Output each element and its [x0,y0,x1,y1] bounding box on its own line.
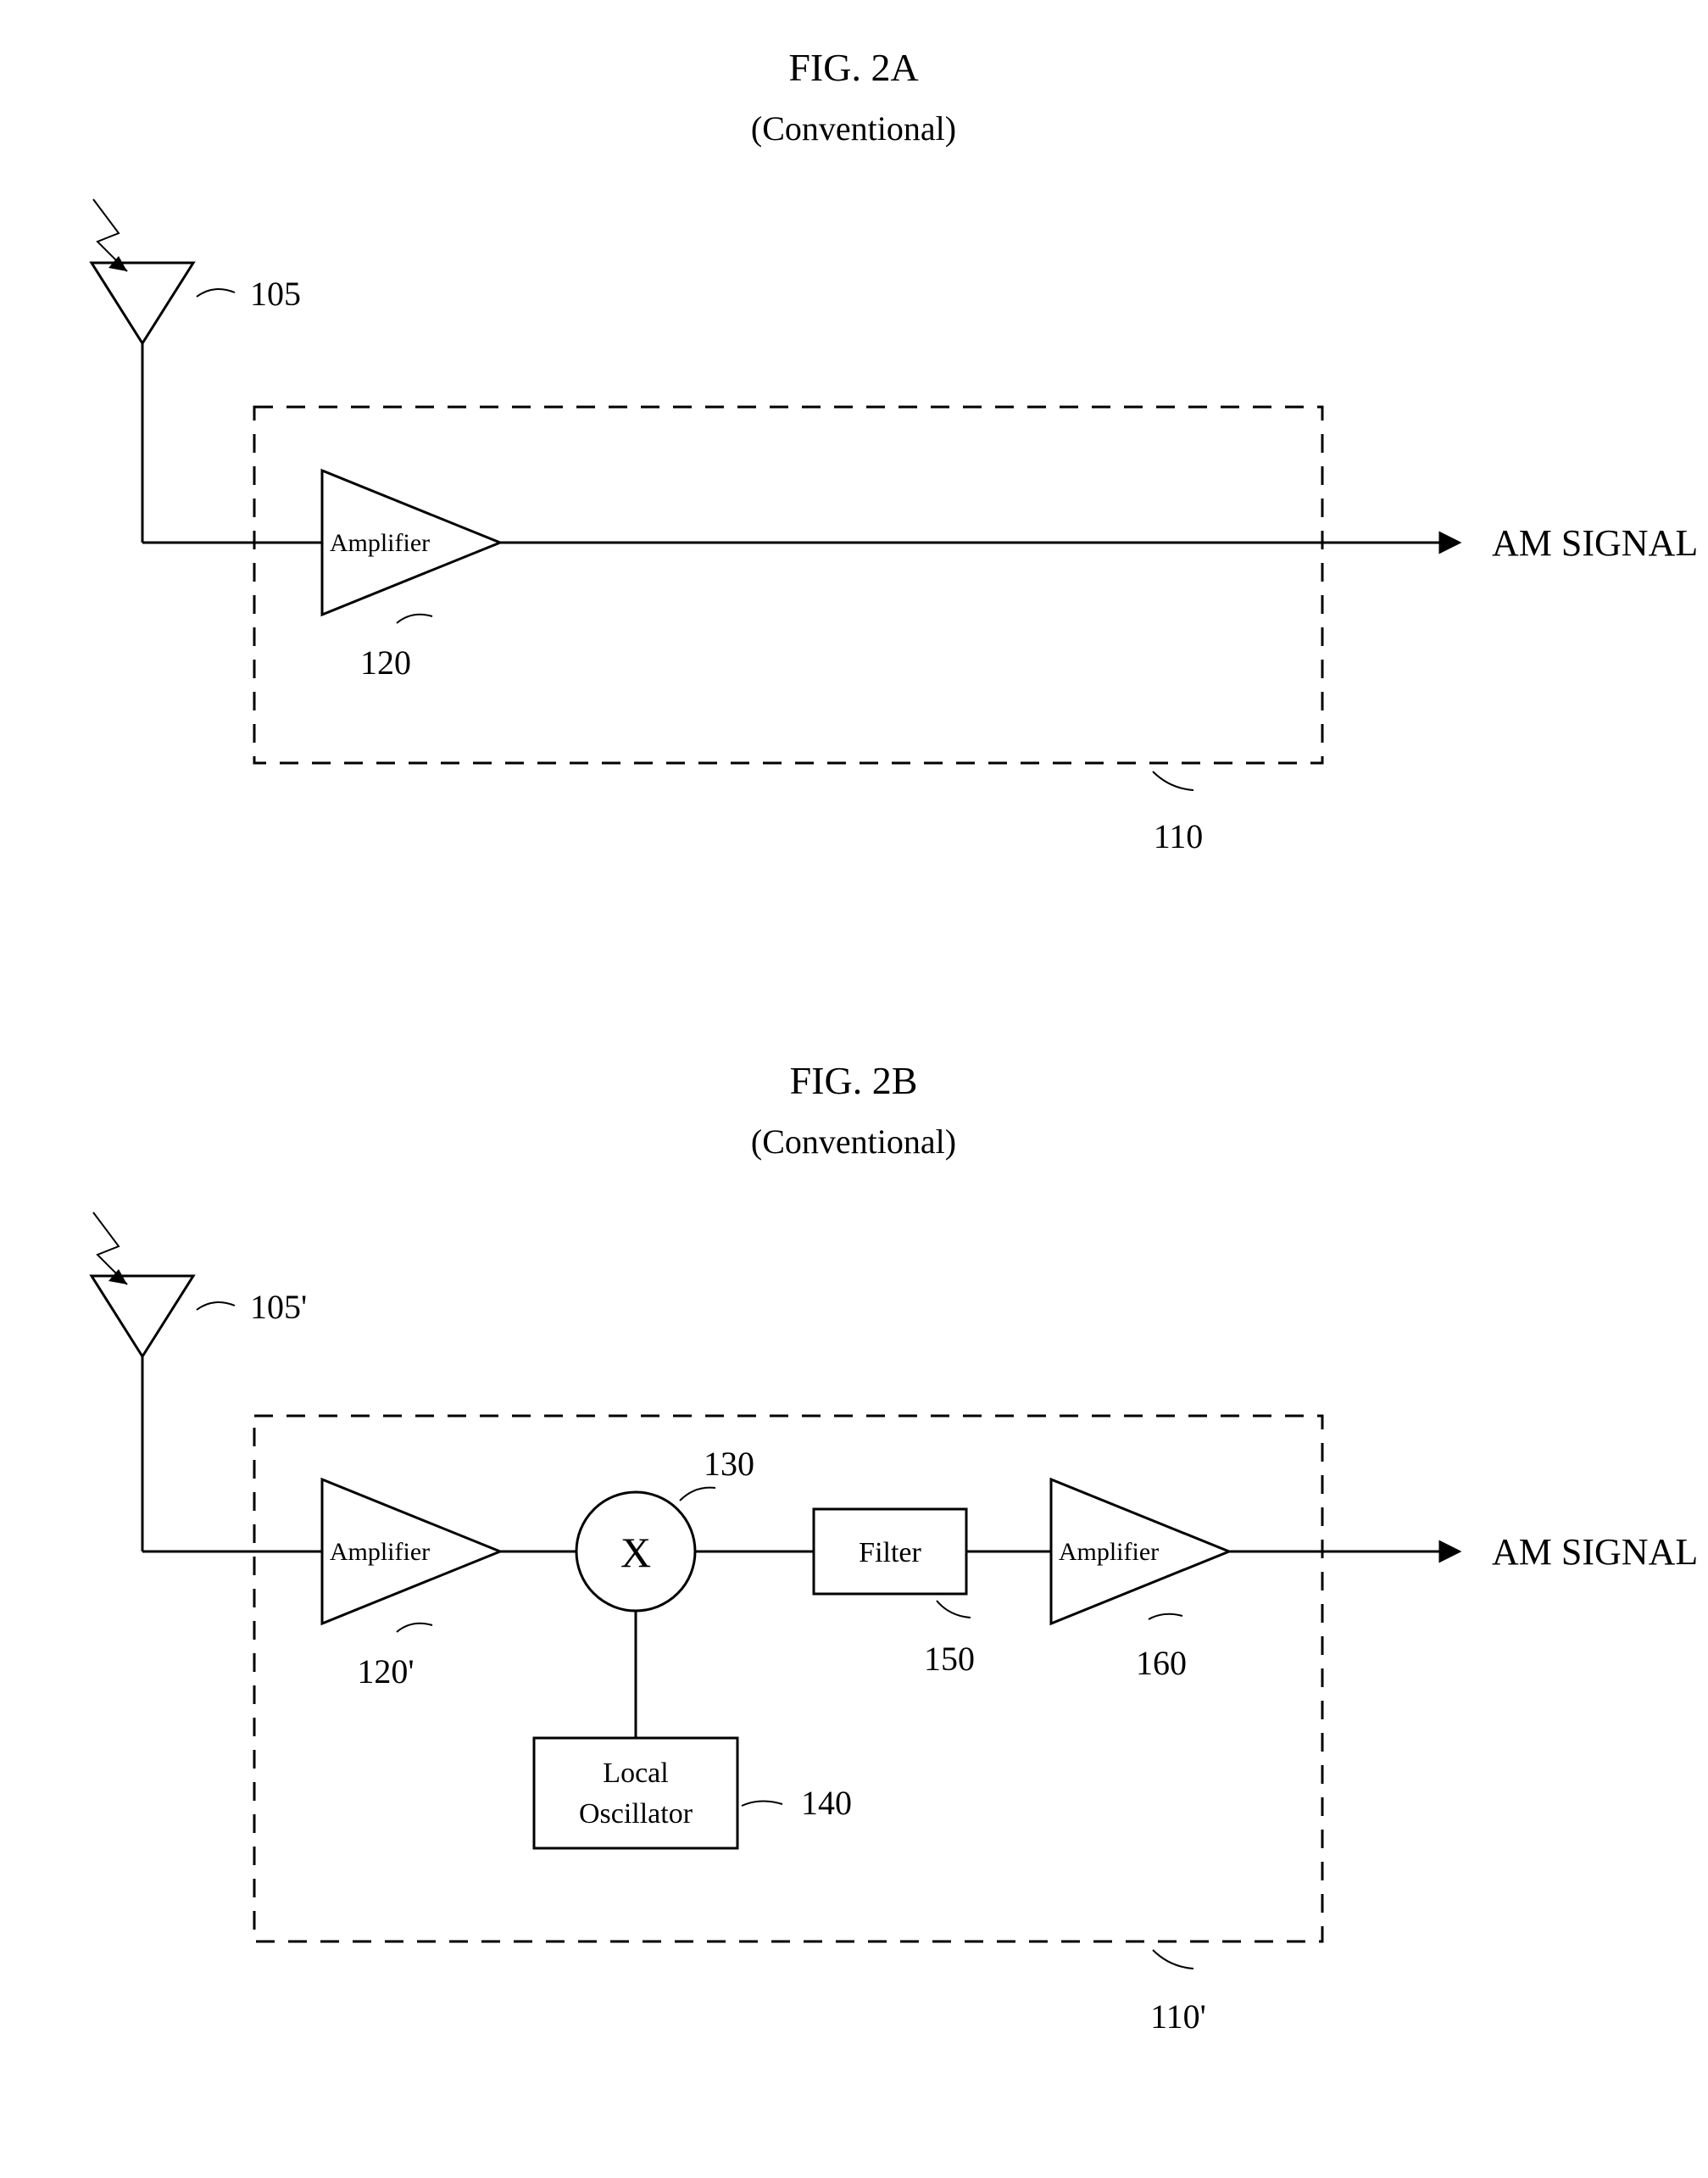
figure-2b: FIG. 2B (Conventional) 105' Amplifier 12… [92,1059,1698,2036]
antenna-2b [92,1212,235,1551]
filter-label: Filter [859,1537,921,1568]
ref-130: 130 [704,1445,754,1483]
fig2b-subtitle: (Conventional) [751,1122,956,1161]
fig2a-title: FIG. 2A [788,46,918,89]
figure-2a: FIG. 2A (Conventional) 105 Amplifier 120… [92,46,1698,855]
ref-105p: 105' [250,1288,307,1326]
ref-120: 120 [360,643,411,682]
amplifier-2a-label: Amplifier [330,529,430,557]
local-oscillator-2b [534,1738,737,1848]
fig2a-subtitle: (Conventional) [751,109,956,148]
ref-160: 160 [1136,1644,1187,1682]
amplifier2-2b-label: Amplifier [1059,1538,1159,1566]
ref-105: 105 [250,275,301,313]
amplifier1-2b-label: Amplifier [330,1538,430,1566]
ref-110: 110 [1154,817,1204,855]
fig2b-title: FIG. 2B [790,1059,918,1102]
lo-label-1: Local [603,1757,668,1789]
output-label-2a: AM SIGNAL [1492,522,1698,564]
antenna-2a [92,199,235,543]
ref-110p: 110' [1150,1997,1206,2036]
ref-120p: 120' [357,1652,414,1691]
mixer-x: X [620,1529,651,1576]
ref-150: 150 [924,1640,975,1678]
dashed-box-2a [254,407,1322,763]
lo-label-2: Oscillator [579,1798,693,1830]
ref-140: 140 [801,1784,852,1822]
output-label-2b: AM SIGNAL [1492,1531,1698,1573]
